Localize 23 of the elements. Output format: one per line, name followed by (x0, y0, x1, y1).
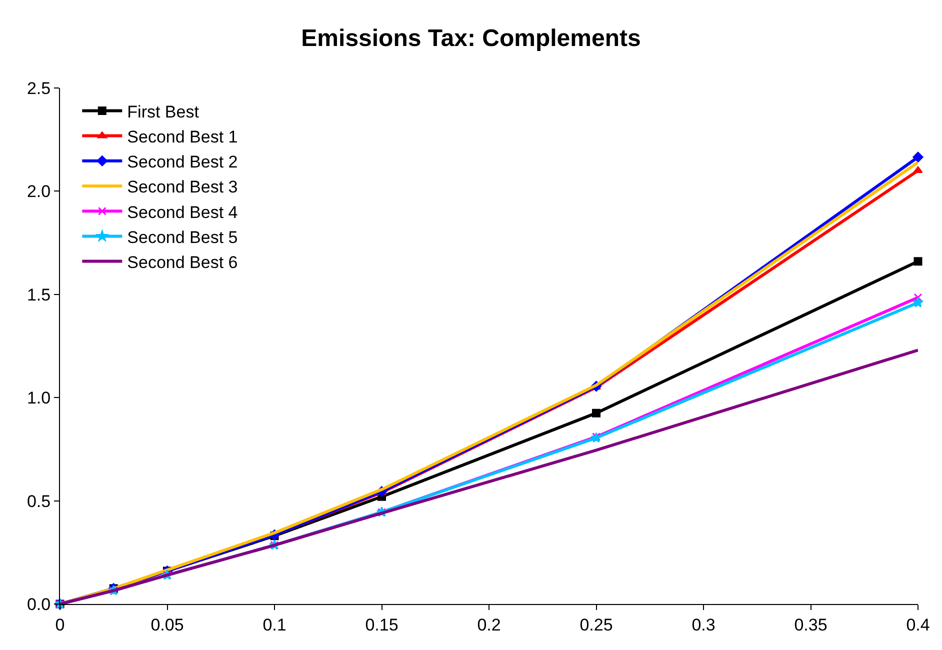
legend-label: Second Best 4 (127, 202, 238, 222)
y-tick-label: 1.5 (26, 285, 51, 304)
legend-label: Second Best 3 (127, 178, 238, 197)
x-tick-label: 0 (55, 615, 65, 634)
legend-label: First Best (127, 102, 200, 122)
x-tick-label: 0.4 (906, 615, 930, 634)
x-tick-label: 0.3 (692, 615, 716, 634)
y-tick-label: 0.0 (26, 594, 51, 614)
y-tick-label: 1.0 (26, 388, 51, 408)
y-tick-label: 2.0 (26, 182, 51, 202)
x-tick-label: 0.2 (477, 615, 501, 634)
legend-label: Second Best 5 (127, 228, 238, 247)
legend-label: Second Best 1 (127, 127, 238, 146)
x-tick-label: 0.35 (794, 615, 828, 634)
chart-title: Emissions Tax: Complements (301, 25, 641, 52)
y-tick-label: 0.5 (26, 492, 51, 511)
legend-label: Second Best 2 (127, 152, 238, 172)
x-tick-label: 0.15 (365, 615, 398, 634)
x-tick-label: 0.25 (580, 615, 613, 634)
x-tick-label: 0.1 (262, 615, 286, 634)
x-tick-label: 0.05 (150, 615, 184, 634)
y-tick-label: 2.5 (26, 78, 51, 98)
legend-label: Second Best 6 (127, 252, 238, 272)
